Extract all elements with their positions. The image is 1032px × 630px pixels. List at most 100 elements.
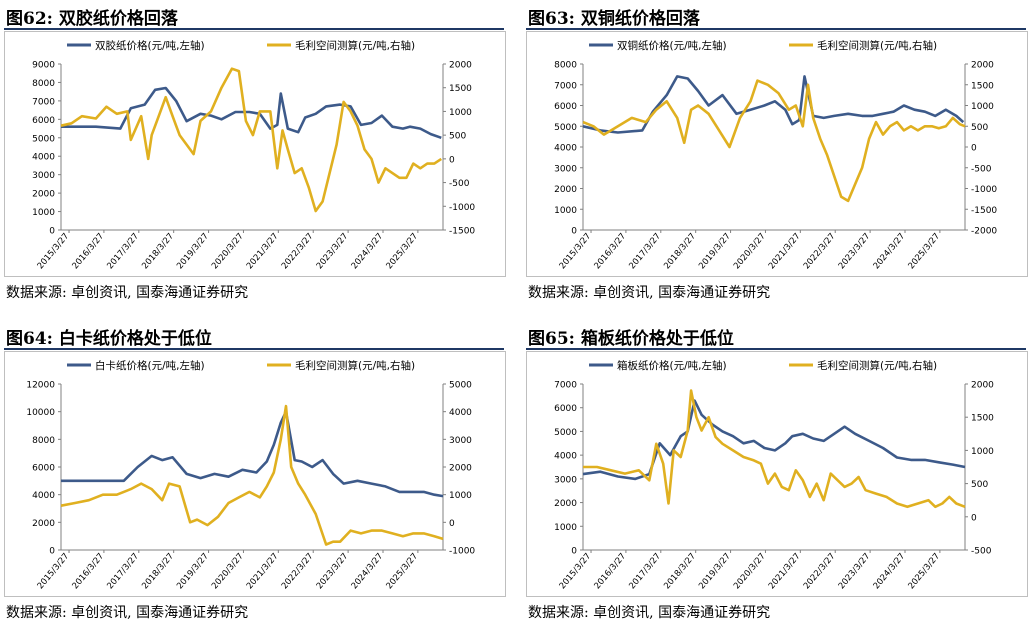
series-line-margin	[60, 67, 443, 213]
x-tick-label: 2020/3/27	[210, 232, 246, 272]
left-tick-label: 6000	[554, 102, 577, 112]
left-tick-label: 6000	[32, 464, 55, 474]
chart-frame: 0 1000 2000 3000 4000 5000 6000 7000 8000 9000 -15…	[4, 31, 506, 277]
x-tick-label: 2020/3/27	[732, 232, 768, 272]
right-tick-label: -500	[971, 164, 992, 174]
x-tick-label: 2015/3/27	[36, 552, 72, 592]
right-tick-label: -1000	[971, 185, 997, 195]
x-tick-label: 2019/3/27	[175, 552, 211, 592]
line-chart: 0 2000 4000 6000 8000 10000 12000 -1000 0 1000 200…	[26, 359, 475, 592]
legend-label: 双胶纸价格(元/吨,左轴)	[95, 39, 205, 52]
left-tick-label: 0	[571, 227, 577, 237]
x-tick-label: 2018/3/27	[662, 552, 698, 592]
source-note: 数据来源: 卓创资讯, 国泰海通证券研究	[6, 285, 249, 301]
left-tick-label: 4000	[32, 153, 55, 163]
legend-label: 毛利空间测算(元/吨,右轴)	[295, 359, 415, 372]
x-tick-label: 2021/3/27	[767, 232, 803, 272]
right-tick-label: 1500	[449, 84, 472, 94]
left-tick-label: 0	[571, 547, 577, 557]
left-tick-label: 2000	[32, 519, 55, 529]
left-tick-label: 9000	[32, 61, 55, 71]
left-tick-label: 7000	[554, 81, 577, 91]
left-tick-label: 6000	[554, 404, 577, 414]
left-tick-label: 2000	[554, 185, 577, 195]
series-line-price	[61, 410, 444, 498]
right-tick-label: 2000	[449, 464, 472, 474]
legend-label: 毛利空间测算(元/吨,右轴)	[295, 39, 415, 52]
left-tick-label: 3000	[554, 475, 577, 485]
x-tick-label: 2016/3/27	[71, 552, 107, 592]
left-tick-label: 4000	[32, 491, 55, 501]
left-tick-label: 3000	[554, 164, 577, 174]
right-tick-label: 5000	[449, 381, 472, 391]
x-tick-label: 2018/3/27	[140, 552, 176, 592]
left-tick-label: 8000	[32, 79, 55, 89]
source-note: 数据来源: 卓创资讯, 国泰海通证券研究	[528, 605, 771, 621]
x-tick-label: 2020/3/27	[210, 552, 246, 592]
left-tick-label: 12000	[26, 381, 55, 391]
x-tick-label: 2019/3/27	[697, 552, 733, 592]
chart-frame: 0 2000 4000 6000 8000 10000 12000 -1000 0 1000 200…	[4, 351, 506, 597]
figure-title: 图64: 白卡纸价格处于低位	[6, 329, 212, 349]
right-tick-label: 2000	[971, 381, 994, 391]
right-tick-label: 2000	[971, 61, 994, 71]
right-tick-label: -1500	[971, 206, 997, 216]
x-tick-label: 2017/3/27	[105, 232, 141, 272]
chart-panel-65: 图65: 箱板纸价格处于低位 0 1000 2000 3000 4000 5000 6000…	[522, 320, 1032, 630]
left-tick-label: 1000	[32, 208, 55, 218]
legend-label: 双铜纸价格(元/吨,左轴)	[617, 39, 727, 52]
left-tick-label: 1000	[554, 206, 577, 216]
x-tick-label: 2019/3/27	[175, 232, 211, 272]
x-tick-label: 2018/3/27	[662, 232, 698, 272]
title-divider	[4, 28, 504, 30]
x-tick-label: 2023/3/27	[315, 552, 351, 592]
chart-panel-62: 图62: 双胶纸价格回落 0 1000 2000 3000 4000 5000 6000 70…	[0, 0, 510, 310]
title-divider	[526, 348, 1026, 350]
x-tick-label: 2015/3/27	[36, 232, 72, 272]
left-tick-label: 10000	[26, 408, 55, 418]
x-tick-label: 2017/3/27	[627, 552, 663, 592]
x-tick-label: 2023/3/27	[837, 232, 873, 272]
left-tick-label: 5000	[32, 134, 55, 144]
x-tick-label: 2021/3/27	[245, 232, 281, 272]
figure-title: 图65: 箱板纸价格处于低位	[528, 329, 734, 349]
right-tick-label: -1000	[449, 547, 475, 557]
x-tick-label: 2025/3/27	[906, 552, 942, 592]
right-tick-label: -1000	[449, 203, 475, 213]
line-chart: 0 1000 2000 3000 4000 5000 6000 7000 -500 0 500 100…	[554, 359, 994, 592]
chart-panel-64: 图64: 白卡纸价格处于低位 0 2000 4000 6000 8000 10000 120…	[0, 320, 510, 630]
figure-title: 图63: 双铜纸价格回落	[528, 9, 700, 29]
line-chart: 010002000300040005000600070008000-2000-1…	[554, 39, 997, 272]
line-chart: 0100020003000400050006000700080009000-15…	[32, 39, 475, 272]
x-tick-label: 2022/3/27	[802, 232, 838, 272]
title-divider	[526, 28, 1026, 30]
x-tick-label: 2024/3/27	[872, 232, 908, 272]
right-tick-label: 500	[971, 123, 988, 133]
x-tick-label: 2019/3/27	[697, 232, 733, 272]
left-tick-label: 4000	[554, 452, 577, 462]
left-tick-label: 4000	[554, 144, 577, 154]
left-tick-label: 0	[49, 547, 55, 557]
legend-label: 毛利空间测算(元/吨,右轴)	[817, 39, 937, 52]
right-tick-label: 1000	[971, 447, 994, 457]
right-tick-label: 4000	[449, 408, 472, 418]
legend-label: 毛利空间测算(元/吨,右轴)	[817, 359, 937, 372]
source-note: 数据来源: 卓创资讯, 国泰海通证券研究	[6, 605, 249, 621]
left-tick-label: 3000	[32, 171, 55, 181]
chart-frame: 0 1000 2000 3000 4000 5000 6000 7000 8000 -2000 -1…	[526, 31, 1028, 277]
right-tick-label: 1500	[971, 414, 994, 424]
left-tick-label: 0	[49, 227, 55, 237]
figure-title: 图62: 双胶纸价格回落	[6, 9, 178, 29]
x-tick-label: 2025/3/27	[906, 232, 942, 272]
x-tick-label: 2021/3/27	[245, 552, 281, 592]
right-tick-label: 3000	[449, 436, 472, 446]
left-tick-label: 2000	[554, 499, 577, 509]
x-tick-label: 2017/3/27	[105, 552, 141, 592]
x-tick-label: 2025/3/27	[384, 232, 420, 272]
right-tick-label: 2000	[449, 61, 472, 71]
title-divider	[4, 348, 504, 350]
right-tick-label: -500	[971, 547, 992, 557]
left-tick-label: 6000	[32, 116, 55, 126]
series-line-price	[582, 399, 966, 481]
right-tick-label: 1500	[971, 81, 994, 91]
